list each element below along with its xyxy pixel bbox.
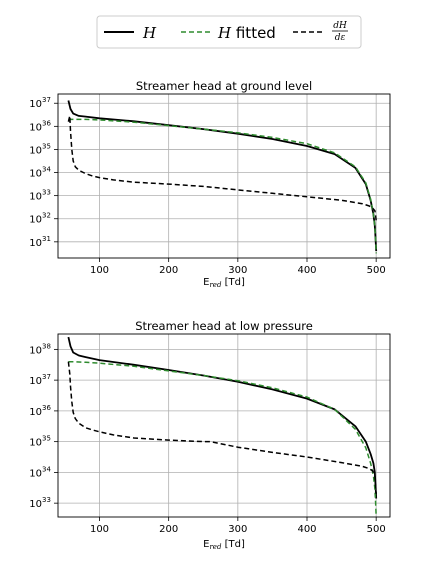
x-axis-label: Ered [Td] xyxy=(203,277,245,289)
y-tick-exponent: 31 xyxy=(42,235,51,243)
y-tick-label: 10 xyxy=(29,122,42,133)
x-axis-label-unit: [Td] xyxy=(221,277,245,288)
series-line-dhde xyxy=(67,115,377,222)
x-tick-label: 100 xyxy=(90,265,109,276)
y-tick-label: 10 xyxy=(29,376,42,387)
x-axis-label-main: E xyxy=(203,277,209,288)
y-tick-label: 10 xyxy=(29,99,42,110)
chart-title: Streamer head at low pressure xyxy=(135,319,313,333)
y-tick-exponent: 37 xyxy=(42,373,51,381)
x-tick-label: 200 xyxy=(159,524,178,535)
y-tick-exponent: 34 xyxy=(42,465,51,473)
legend-frame xyxy=(96,15,362,49)
y-tick-exponent: 35 xyxy=(42,142,51,150)
y-tick-label: 10 xyxy=(29,145,42,156)
x-tick-label: 500 xyxy=(367,265,386,276)
legend-label-h-fitted-suffix: fitted xyxy=(231,24,276,42)
y-tick-exponent: 32 xyxy=(42,212,51,220)
plot-frame xyxy=(57,93,391,259)
y-tick-label: 10 xyxy=(29,345,42,356)
series-line-h-fitted xyxy=(68,118,377,254)
legend-label-h: H xyxy=(142,24,157,42)
y-tick-label: 10 xyxy=(29,215,42,226)
y-tick-exponent: 36 xyxy=(42,119,51,127)
x-tick-label: 400 xyxy=(297,265,316,276)
x-tick-label: 400 xyxy=(297,524,316,535)
chart-title: Streamer head at ground level xyxy=(136,79,312,93)
x-axis-label-sub: red xyxy=(209,543,221,551)
y-tick-exponent: 38 xyxy=(42,342,51,350)
y-tick-label: 10 xyxy=(29,169,42,180)
y-tick-label: 10 xyxy=(29,407,42,418)
legend-label-dhde-den: dε xyxy=(335,33,346,43)
y-tick-exponent: 35 xyxy=(42,435,51,443)
x-axis-label-unit: [Td] xyxy=(221,539,245,550)
y-tick-label: 10 xyxy=(29,468,42,479)
y-tick-label: 10 xyxy=(29,438,42,449)
x-axis-label: Ered [Td] xyxy=(203,539,245,551)
y-tick-exponent: 33 xyxy=(42,189,51,197)
series-line-h xyxy=(67,336,378,499)
x-tick-label: 100 xyxy=(90,524,109,535)
x-tick-label: 200 xyxy=(159,265,178,276)
series-line-h-fitted xyxy=(68,360,377,517)
x-tick-label: 300 xyxy=(228,265,247,276)
y-tick-label: 10 xyxy=(29,192,42,203)
legend-label-dhde-num: dH xyxy=(333,21,347,31)
y-tick-exponent: 33 xyxy=(42,496,51,504)
plot-frame xyxy=(57,333,391,518)
x-axis-label-main: E xyxy=(203,539,209,550)
series-line-h xyxy=(67,100,378,252)
legend-label-h-fitted: H fitted xyxy=(217,24,276,42)
x-axis-label-sub: red xyxy=(209,281,221,289)
x-tick-label: 500 xyxy=(367,524,386,535)
y-tick-exponent: 37 xyxy=(42,96,51,104)
x-tick-label: 300 xyxy=(228,524,247,535)
legend: H H fitted dH dε xyxy=(96,15,362,49)
y-tick-exponent: 34 xyxy=(42,166,51,174)
legend-label-h-fitted-var: H xyxy=(217,24,232,42)
series-line-dhde xyxy=(67,361,377,494)
y-tick-label: 10 xyxy=(29,238,42,249)
y-tick-exponent: 36 xyxy=(42,404,51,412)
y-tick-label: 10 xyxy=(29,499,42,510)
